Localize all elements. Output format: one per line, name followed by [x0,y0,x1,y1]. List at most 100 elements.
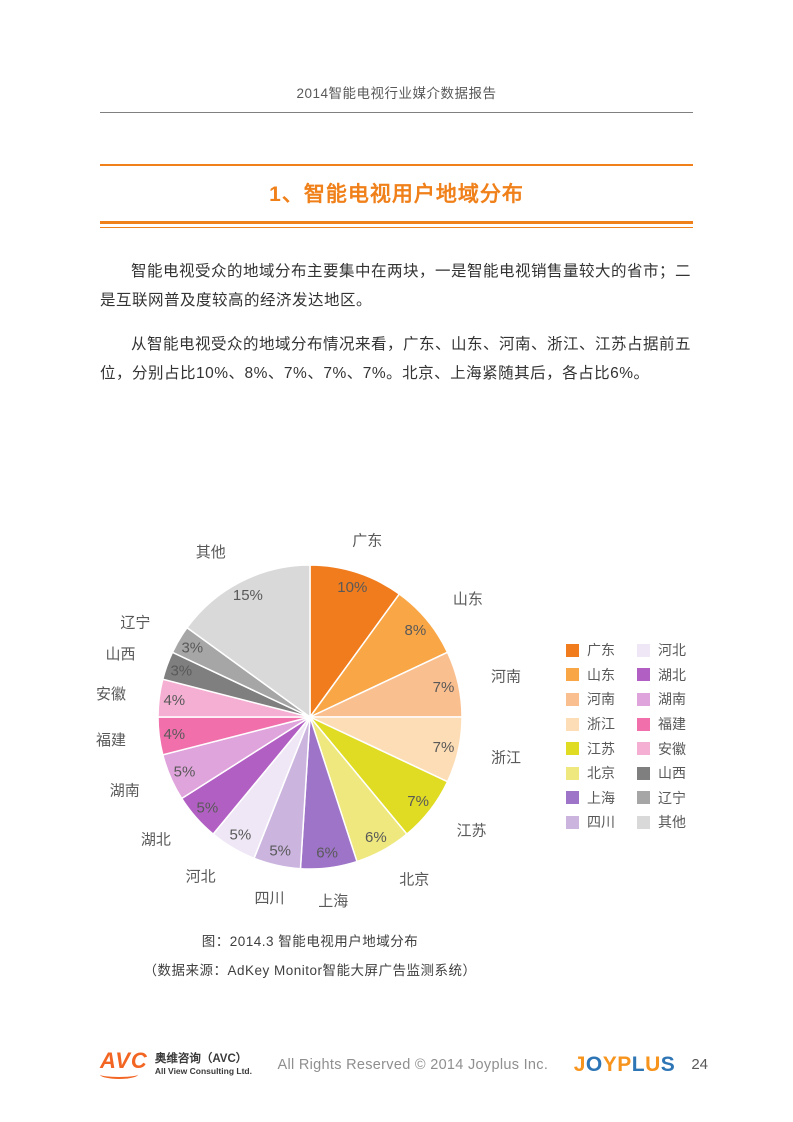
copyright-text: All Rights Reserved © 2014 Joyplus Inc. [277,1056,549,1073]
pie-category-label: 河南 [491,669,521,686]
legend-swatch [637,692,650,706]
pie-category-label: 湖北 [141,832,171,849]
legend-swatch [566,815,579,829]
pie-percent-label: 5% [174,763,196,780]
pie-category-label: 广东 [352,533,382,550]
page-footer: AVC 奥维咨询（AVC） All View Consulting Ltd. A… [100,1050,708,1079]
pie-percent-label: 7% [407,793,429,810]
legend-swatch [637,668,650,682]
pie-percent-label: 6% [365,829,387,846]
section-rule-thin [100,227,693,228]
legend-item: 湖北 [637,663,686,688]
chart-caption-block: 图：2014.3 智能电视用户地域分布 （数据来源：AdKey Monitor智… [0,930,620,988]
legend-item: 浙江 [566,712,615,737]
pie-category-label: 安徽 [96,686,126,703]
body-text: 智能电视受众的地域分布主要集中在两块，一是智能电视销售量较大的省市；二是互联网普… [100,257,693,388]
pie-category-label: 其他 [196,544,226,561]
legend-item: 安徽 [637,736,686,761]
header-rule [100,112,693,113]
legend-label: 浙江 [587,716,615,733]
legend-swatch [637,766,650,780]
chart-source: （数据来源：AdKey Monitor智能大屏广告监测系统） [143,963,477,978]
pie-percent-label: 4% [163,726,185,743]
pie-percent-label: 4% [163,692,185,709]
pie-percent-label: 6% [316,845,338,862]
legend-label: 广东 [587,642,615,659]
legend-swatch [637,791,650,805]
pie-category-label: 江苏 [457,823,487,840]
pie-category-label: 浙江 [491,750,521,767]
legend-swatch [566,668,579,682]
legend-column: 广东山东河南浙江江苏北京上海 四川 [566,638,615,835]
avc-logo-mark: AVC [100,1048,148,1073]
pie-slice-其他 [185,564,311,719]
legend-label: 湖南 [658,691,686,708]
pie-category-label: 福建 [96,732,126,749]
pie-category-label: 北京 [399,872,429,889]
pie-category-label: 辽宁 [120,615,150,632]
chart-legend: 广东 山东 河南 浙江 江苏 北京 上海 四川 河北 湖北 湖南 福建 安徽 山西 辽宁 其他 [566,638,686,835]
pie-slice-广东 [309,564,401,720]
pie-percent-label: 7% [433,739,455,756]
legend-label: 安徽 [658,740,686,757]
legend-item: 其他 [637,810,686,835]
pie-percent-label: 5% [230,827,252,844]
legend-item: 河北 [637,638,686,663]
paragraph-2: 从智能电视受众的地域分布情况来看，广东、山东、河南、浙江、江苏占据前五位，分别占… [100,336,692,382]
footer-right: JOYPLUS 24 [574,1053,708,1077]
pie-percent-label: 3% [170,663,192,680]
legend-label: 北京 [587,765,615,782]
legend-item: 上海 [566,786,615,811]
legend-item: 山东 [566,663,615,688]
avc-logo-swoosh-icon [100,1070,138,1079]
pie-percent-label: 15% [233,587,263,604]
page-header: 2014智能电视行业媒介数据报告 [0,0,793,113]
legend-swatch [566,643,579,657]
legend-item: 福建 [637,712,686,737]
legend-item: 湖南 [637,687,686,712]
paragraph-1: 智能电视受众的地域分布主要集中在两块，一是智能电视销售量较大的省市；二是互联网普… [100,263,692,309]
pie-category-label: 上海 [318,893,348,910]
pie-percent-label: 3% [181,639,203,656]
pie-percent-label: 8% [405,622,427,639]
legend-item: 江苏 [566,736,615,761]
legend-label: 山东 [587,666,615,683]
avc-logo: AVC 奥维咨询（AVC） All View Consulting Ltd. [100,1050,252,1079]
legend-item: 山西 [637,761,686,786]
legend-label: 河北 [658,642,686,659]
legend-label: 福建 [658,716,686,733]
legend-label: 江苏 [587,740,615,757]
pie-percent-label: 5% [197,800,219,817]
legend-item: 四川 [566,810,615,835]
legend-column: 河北湖北湖南福建安徽山西辽宁其他 [637,638,686,835]
avc-name-cn: 奥维咨询（AVC） [154,1052,248,1065]
avc-logo-text: 奥维咨询（AVC） All View Consulting Ltd. [155,1052,252,1078]
legend-item: 辽宁 [637,786,686,811]
legend-swatch [566,766,579,780]
legend-swatch [566,717,579,731]
section-title: 1、智能电视用户地域分布 [269,183,524,206]
pie-category-label: 河北 [186,869,216,886]
legend-item: 北京 [566,761,615,786]
legend-swatch [566,742,579,756]
joyplus-letter: Y [602,1052,618,1076]
joyplus-letter: J [573,1052,586,1076]
chart-caption: 图：2014.3 智能电视用户地域分布 [201,934,419,949]
joyplus-letter: O [585,1052,603,1076]
pie-category-label: 山东 [453,591,483,608]
page-number: 24 [691,1056,708,1073]
joyplus-letter: S [660,1052,676,1076]
legend-label: 山西 [658,765,686,782]
legend-label: 河南 [587,691,615,708]
legend-swatch [566,791,579,805]
legend-label: 其他 [658,814,686,831]
legend-item: 广东 [566,638,615,663]
pie-category-label: 四川 [254,890,284,907]
section-heading: 1、智能电视用户地域分布 [100,164,693,228]
legend-swatch [637,717,650,731]
pie-category-label: 山西 [105,646,135,663]
legend-label: 湖北 [658,666,686,683]
pie-category-label: 湖南 [110,783,140,800]
pie-percent-label: 7% [433,679,455,696]
